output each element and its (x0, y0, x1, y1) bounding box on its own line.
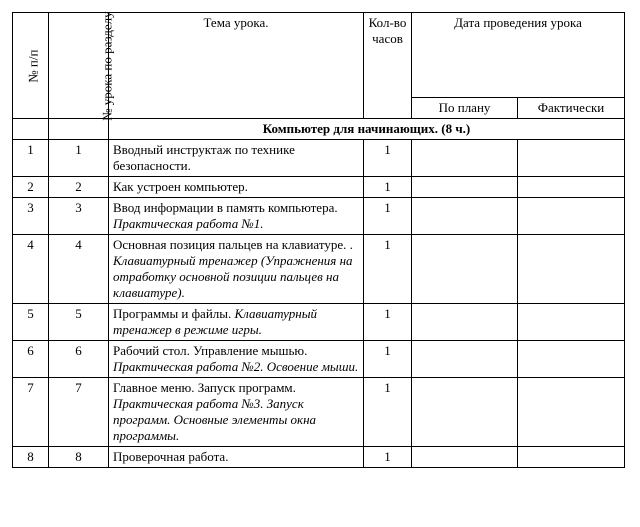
cell-hours: 1 (364, 378, 412, 447)
cell-plan (412, 447, 518, 468)
section-title: Компьютер для начинающих. (8 ч.) (109, 119, 625, 140)
col-date: Дата проведения урока (412, 13, 625, 98)
cell-num: 4 (13, 235, 49, 304)
cell-lesson-num: 3 (49, 198, 109, 235)
cell-topic: Программы и файлы. Клавиатурный тренажер… (109, 304, 364, 341)
col-num-label: № п/п (26, 49, 40, 82)
cell-plan (412, 304, 518, 341)
cell-num: 3 (13, 198, 49, 235)
cell-topic: Главное меню. Запуск программ. Практичес… (109, 378, 364, 447)
col-topic: Тема урока. (109, 13, 364, 119)
cell-plan (412, 140, 518, 177)
cell-num: 6 (13, 341, 49, 378)
col-num: № п/п (13, 13, 49, 119)
topic-plain: Ввод информации в память компьютера. (113, 200, 338, 215)
lesson-plan-table: № п/п № урока по разделу Тема урока. Кол… (12, 12, 625, 468)
cell-fact (518, 140, 625, 177)
topic-plain: Главное меню. Запуск программ. (113, 380, 296, 395)
cell-fact (518, 447, 625, 468)
cell-lesson-num: 6 (49, 341, 109, 378)
cell-lesson-num: 8 (49, 447, 109, 468)
cell-hours: 1 (364, 177, 412, 198)
cell-fact (518, 341, 625, 378)
cell-num: 7 (13, 378, 49, 447)
cell-hours: 1 (364, 341, 412, 378)
table-row: 22 Как устроен компьютер. 1 (13, 177, 625, 198)
cell-lesson-num: 4 (49, 235, 109, 304)
cell-num: 2 (13, 177, 49, 198)
header-row-1: № п/п № урока по разделу Тема урока. Кол… (13, 13, 625, 98)
topic-italic: Клавиатурный тренажер (Упражнения на отр… (113, 253, 353, 300)
col-hours: Кол-во часов (364, 13, 412, 119)
topic-plain: Как устроен компьютер. (113, 179, 248, 194)
cell-plan (412, 177, 518, 198)
cell-fact (518, 198, 625, 235)
cell-num: 8 (13, 447, 49, 468)
topic-plain: Проверочная работа. (113, 449, 228, 464)
cell-plan (412, 235, 518, 304)
cell-topic: Основная позиция пальцев на клавиатуре. … (109, 235, 364, 304)
cell-topic: Проверочная работа. (109, 447, 364, 468)
cell-lesson-num: 5 (49, 304, 109, 341)
col-lesson-num: № урока по разделу (49, 13, 109, 119)
section-row: Компьютер для начинающих. (8 ч.) (13, 119, 625, 140)
cell-topic: Ввод информации в память компьютера. Пра… (109, 198, 364, 235)
topic-italic: Практическая работа №1. (113, 216, 263, 231)
cell-plan (412, 341, 518, 378)
topic-italic: Практическая работа №2. Освоение мыши. (113, 359, 358, 374)
cell-fact (518, 378, 625, 447)
cell-topic: Как устроен компьютер. (109, 177, 364, 198)
cell-fact (518, 304, 625, 341)
cell-hours: 1 (364, 235, 412, 304)
cell-num: 5 (13, 304, 49, 341)
topic-plain: Вводный инструктаж по технике безопаснос… (113, 142, 295, 173)
cell-lesson-num: 1 (49, 140, 109, 177)
table-row: 66Рабочий стол. Управление мышью. Практи… (13, 341, 625, 378)
table-row: 77Главное меню. Запуск программ. Практич… (13, 378, 625, 447)
cell-plan (412, 198, 518, 235)
table-row: 88 Проверочная работа. 1 (13, 447, 625, 468)
cell-topic: Рабочий стол. Управление мышью. Практиче… (109, 341, 364, 378)
topic-italic: Практическая работа №3. Запуск программ.… (113, 396, 316, 443)
cell-hours: 1 (364, 140, 412, 177)
cell-fact (518, 235, 625, 304)
topic-plain: Основная позиция пальцев на клавиатуре. … (113, 237, 353, 252)
section-spacer-2 (49, 119, 109, 140)
topic-plain: Программы и файлы. (113, 306, 231, 321)
col-lesson-num-label: № урока по разделу (101, 11, 115, 121)
cell-lesson-num: 7 (49, 378, 109, 447)
col-fact: Фактически (518, 98, 625, 119)
table-row: 55Программы и файлы. Клавиатурный тренаж… (13, 304, 625, 341)
col-plan: По плану (412, 98, 518, 119)
cell-hours: 1 (364, 198, 412, 235)
cell-hours: 1 (364, 447, 412, 468)
table-row: 33Ввод информации в память компьютера. П… (13, 198, 625, 235)
cell-lesson-num: 2 (49, 177, 109, 198)
table-row: 44 Основная позиция пальцев на клавиатуре… (13, 235, 625, 304)
table-row: 11Вводный инструктаж по технике безопасн… (13, 140, 625, 177)
cell-num: 1 (13, 140, 49, 177)
cell-topic: Вводный инструктаж по технике безопаснос… (109, 140, 364, 177)
cell-plan (412, 378, 518, 447)
cell-hours: 1 (364, 304, 412, 341)
cell-fact (518, 177, 625, 198)
topic-plain: Рабочий стол. Управление мышью. (113, 343, 307, 358)
section-spacer-1 (13, 119, 49, 140)
